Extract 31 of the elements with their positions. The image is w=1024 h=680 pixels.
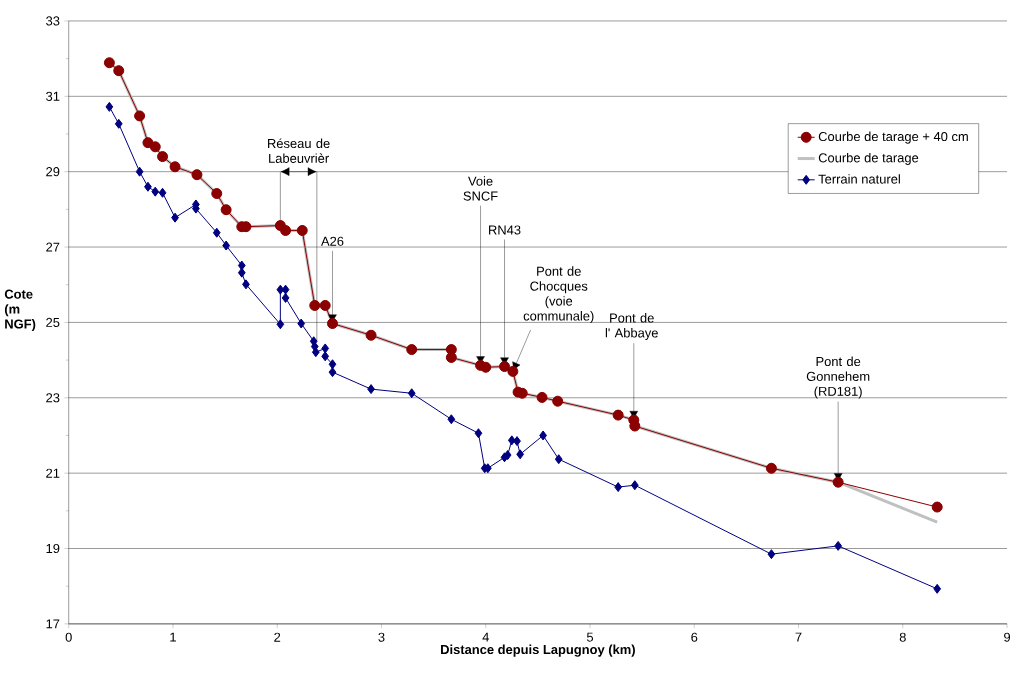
y-tick-label: 31 [46, 91, 60, 101]
x-tick-label: 8 [899, 632, 906, 642]
x-tick-label: 6 [691, 632, 698, 642]
y-tick-label: 25 [46, 317, 60, 328]
x-tick-label: 5 [586, 632, 594, 642]
annotation: Pont de l' Abbaye [605, 313, 658, 341]
legend-label: Courbe de tarage + 40 cm [818, 131, 968, 144]
y-tick-label: 29 [46, 167, 60, 177]
legend-label: Terrain naturel [818, 174, 900, 184]
x-tick-label: 2 [274, 632, 281, 642]
annotation: RN43 [489, 225, 521, 235]
annotation: Voie SNCF [463, 176, 498, 201]
y-tick-label: 33 [46, 16, 60, 26]
y-tick-label: 17 [46, 619, 60, 629]
y-tick-label: 27 [46, 242, 60, 252]
y-tick-label: 19 [46, 544, 60, 554]
annotation: Pont de Gonnehem (RD181) [806, 356, 870, 399]
x-tick-label: 4 [482, 632, 489, 642]
x-tick-label: 0 [65, 632, 72, 642]
y-tick-label: 23 [46, 393, 60, 403]
annotation: Pont de Chocques (voie communale) [523, 266, 594, 324]
y-tick-label: 21 [46, 468, 60, 478]
legend-label: Courbe de tarage [818, 153, 919, 166]
annotation: A26 [321, 236, 344, 246]
x-axis-title: Distance depuis Lapugnoy (km) [441, 644, 635, 657]
x-tick-label: 9 [1004, 632, 1011, 642]
x-tick-label: 3 [378, 632, 385, 642]
annotation: Réseau de Labeuvrièr [268, 138, 330, 164]
x-tick-label: 7 [795, 632, 802, 642]
x-tick-label: 1 [170, 632, 176, 642]
y-axis-title: Cote (m NGF) [4, 289, 36, 332]
